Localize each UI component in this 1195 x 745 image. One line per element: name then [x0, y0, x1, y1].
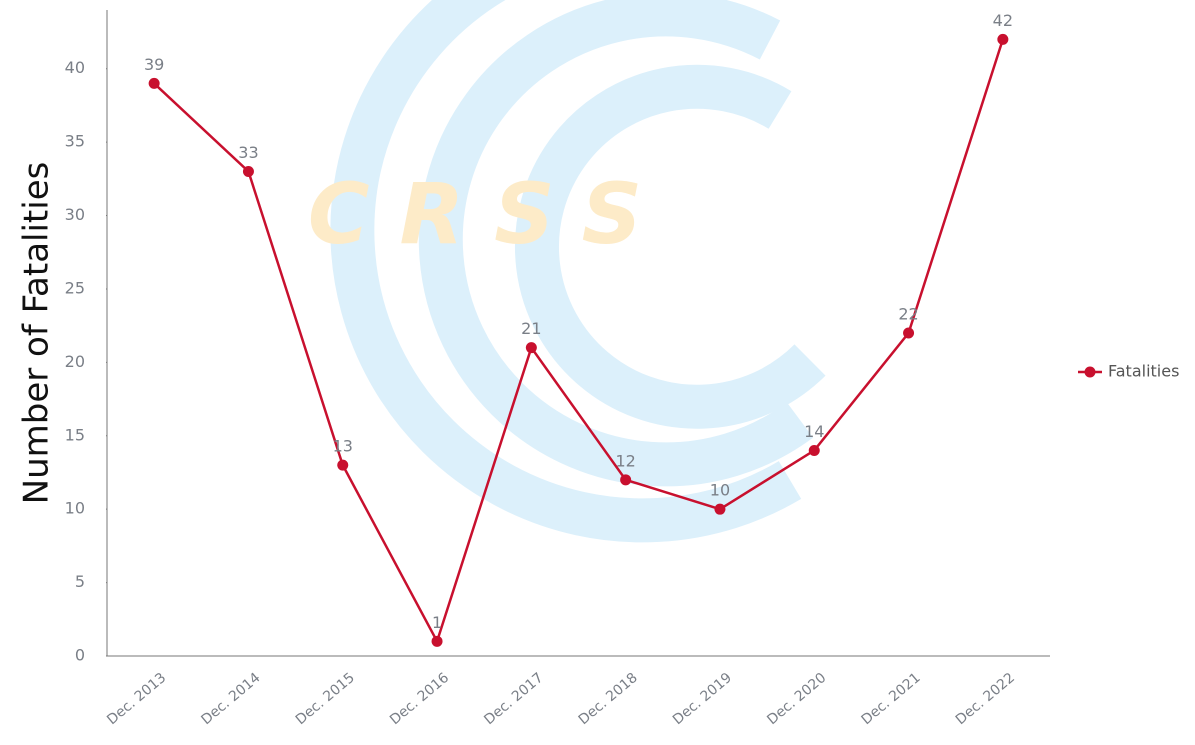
x-tick-label: Dec. 2014 — [198, 670, 263, 728]
data-label: 42 — [993, 11, 1013, 30]
data-label: 39 — [144, 55, 164, 74]
data-label: 21 — [521, 319, 541, 338]
point — [242, 166, 254, 177]
data-label: 10 — [710, 481, 730, 500]
x-tick-label: Dec. 2019 — [670, 670, 735, 728]
data-label: 12 — [615, 451, 635, 470]
y-tick-label: 0 — [75, 646, 85, 665]
data-label: 14 — [804, 422, 824, 441]
x-tick-label: Dec. 2020 — [764, 670, 829, 728]
y-tick-label: 25 — [65, 278, 85, 297]
point — [808, 444, 820, 456]
y-axis-title: Number of Fatalities — [17, 162, 57, 505]
x-tick-label: Dec. 2017 — [481, 670, 546, 728]
data-label: 22 — [898, 305, 918, 324]
y-tick-label: 35 — [65, 132, 85, 151]
x-tick-label: Dec. 2018 — [576, 670, 641, 728]
point — [714, 503, 726, 515]
point — [431, 635, 443, 647]
watermark-arc — [418, 0, 814, 487]
line — [153, 38, 1005, 645]
watermark-arc — [330, 0, 802, 543]
data-label: 33 — [238, 143, 258, 162]
x-tick-label: Dec. 2022 — [953, 670, 1018, 728]
x-tick-label: Dec. 2013 — [104, 670, 169, 728]
y-tick-label: 15 — [65, 425, 85, 444]
point — [337, 459, 349, 471]
point — [525, 342, 537, 354]
watermark-arcs — [330, 0, 826, 543]
point — [620, 474, 632, 486]
y-tick-label: 30 — [65, 205, 85, 224]
data-label: 13 — [333, 437, 353, 456]
legend-marker — [1084, 366, 1096, 378]
point — [997, 33, 1009, 45]
x-tick-label: Dec. 2016 — [387, 670, 452, 728]
watermark-text: CRSS — [308, 165, 672, 263]
watermark-arc — [514, 64, 826, 429]
x-tick-label: Dec. 2021 — [859, 670, 924, 728]
x-tick-label: Dec. 2015 — [293, 670, 358, 728]
y-tick-label: 40 — [65, 58, 85, 77]
point — [903, 327, 915, 339]
point — [148, 77, 160, 89]
y-tick-label: 10 — [65, 499, 85, 518]
legend-label: Fatalities — [1108, 362, 1179, 381]
data-label: 1 — [432, 613, 442, 632]
y-tick-label: 20 — [65, 352, 85, 371]
y-tick-label: 5 — [75, 572, 85, 591]
